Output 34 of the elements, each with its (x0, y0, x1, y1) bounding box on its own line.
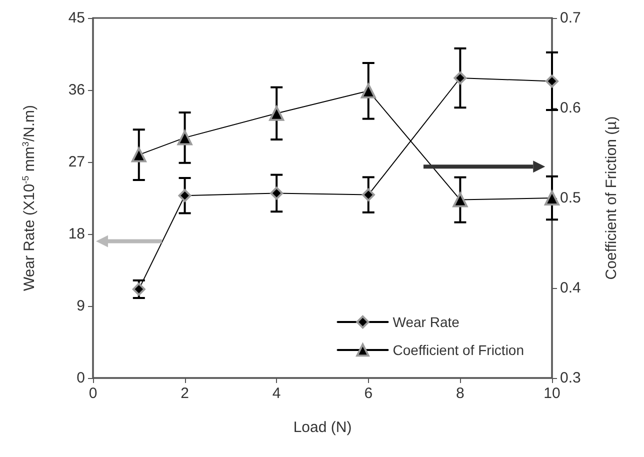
point (132, 282, 146, 296)
point (178, 189, 192, 202)
y-tick-label: 0 (76, 370, 85, 386)
y-tick-label: 9 (76, 298, 85, 314)
y2-tick-label: 0.3 (560, 370, 581, 386)
point (177, 130, 192, 146)
y2-tick-label: 0.4 (560, 280, 581, 296)
point (362, 188, 375, 202)
x-tick-label: 0 (88, 385, 98, 402)
point (544, 190, 560, 206)
x-tick-label: 6 (364, 385, 373, 402)
y-tick-label: 45 (68, 10, 85, 26)
y-axis-title: Wear Rate (X10-5 mm3/N.m) (20, 104, 38, 292)
point (452, 192, 468, 208)
point (546, 74, 558, 88)
point (270, 186, 284, 200)
y-tick-label: 27 (68, 154, 85, 170)
y2-tick-label: 0.5 (560, 190, 581, 206)
y-tick-label: 36 (68, 82, 85, 98)
x-tick-label: 4 (272, 385, 281, 402)
point (454, 72, 467, 84)
y2-tick-label: 0.6 (560, 100, 581, 116)
y-tick-label: 18 (68, 226, 85, 242)
point (360, 83, 376, 98)
point (131, 147, 146, 162)
x-tick-label: 10 (544, 385, 560, 402)
x-tick-label: 2 (180, 385, 189, 402)
y2-axis-title: Coefficient of Friction (µ) (603, 116, 620, 280)
x-axis-title: Load (N) (293, 419, 352, 436)
legend-label: Coefficient of Friction (392, 342, 524, 358)
legend-label: Wear Rate (392, 314, 460, 330)
y2-tick-label: 0.7 (560, 10, 581, 26)
x-tick-label: 8 (456, 385, 464, 402)
point (269, 106, 284, 121)
